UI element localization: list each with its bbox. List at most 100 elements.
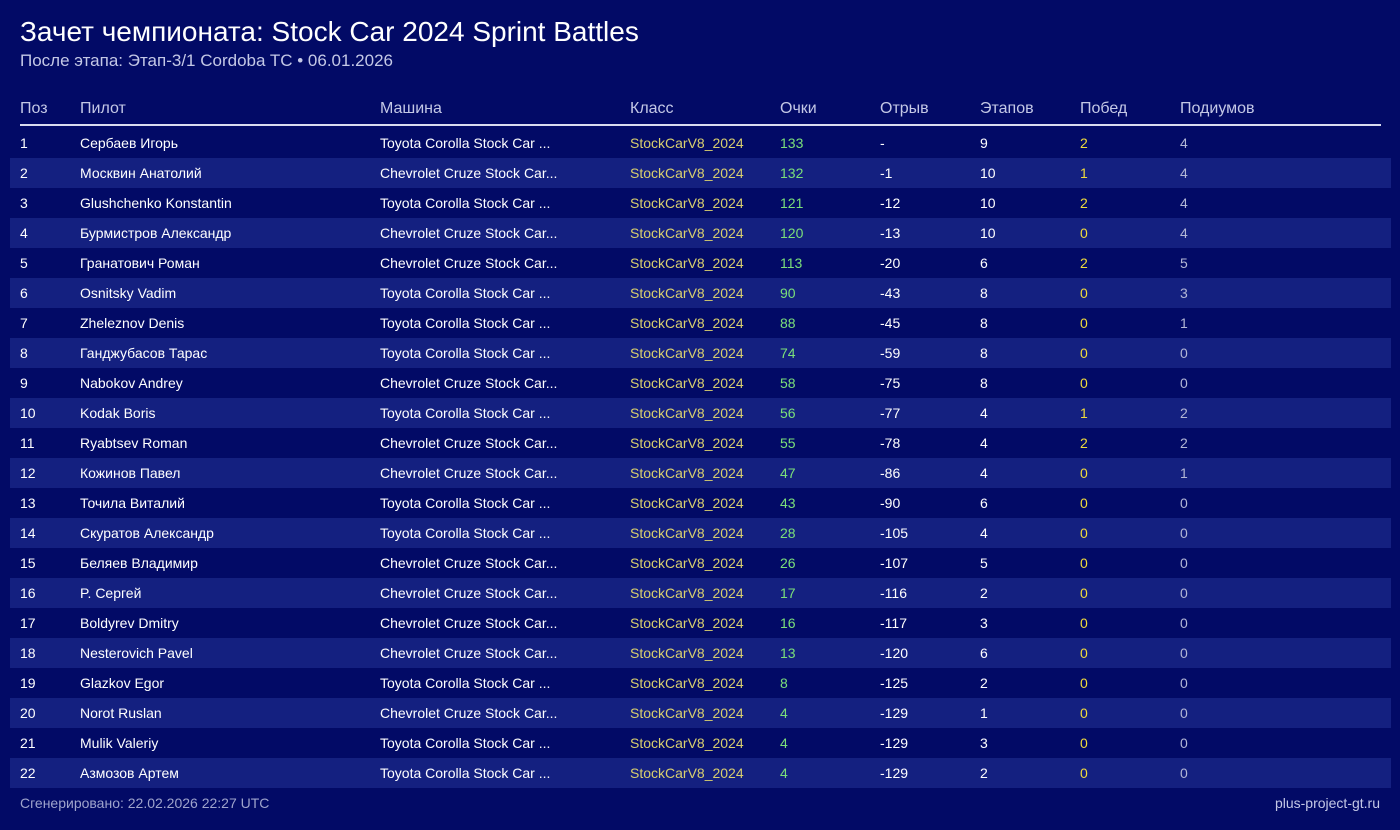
cell-stages: 10 <box>980 195 996 211</box>
cell-class: StockCarV8_2024 <box>630 405 744 421</box>
cell-points: 43 <box>780 495 796 511</box>
cell-class: StockCarV8_2024 <box>630 555 744 571</box>
cell-pilot: Точила Виталий <box>80 495 185 511</box>
cell-podiums: 0 <box>1180 345 1188 361</box>
cell-gap: -45 <box>880 315 901 331</box>
cell-wins: 0 <box>1080 705 1088 721</box>
cell-car: Toyota Corolla Stock Car ... <box>380 345 551 361</box>
cell-class: StockCarV8_2024 <box>630 735 744 751</box>
cell-podiums: 0 <box>1180 735 1188 751</box>
cell-wins: 0 <box>1080 615 1088 631</box>
cell-points: 17 <box>780 585 796 601</box>
cell-podiums: 2 <box>1180 405 1188 421</box>
cell-podiums: 0 <box>1180 675 1188 691</box>
cell-gap: -13 <box>880 225 901 241</box>
table-row: 15 Беляев Владимир Chevrolet Cruze Stock C… <box>10 548 1391 578</box>
cell-position: 7 <box>20 315 28 331</box>
table-row: 12 Кожинов Павел Chevrolet Cruze Stock Car… <box>10 458 1391 488</box>
standings-table: Поз Пилот Машина Класс Очки Отрыв Этапов… <box>10 98 1391 788</box>
cell-podiums: 0 <box>1180 585 1188 601</box>
cell-car: Chevrolet Cruze Stock Car... <box>380 165 558 181</box>
table-row: 4 Бурмистров Александр Chevrolet Cruze Sto… <box>10 218 1391 248</box>
cell-car: Toyota Corolla Stock Car ... <box>380 405 551 421</box>
cell-gap: -12 <box>880 195 901 211</box>
cell-points: 16 <box>780 615 796 631</box>
cell-wins: 1 <box>1080 165 1088 181</box>
cell-podiums: 1 <box>1180 315 1188 331</box>
cell-wins: 1 <box>1080 405 1088 421</box>
cell-wins: 0 <box>1080 285 1088 301</box>
cell-points: 88 <box>780 315 796 331</box>
cell-car: Toyota Corolla Stock Car ... <box>380 765 551 781</box>
table-row: 14 Скуратов Александр Toyota Corolla Stock… <box>10 518 1391 548</box>
cell-pilot: Norot Ruslan <box>80 705 162 721</box>
cell-pilot: Glushchenko Konstantin <box>80 195 232 211</box>
cell-wins: 0 <box>1080 765 1088 781</box>
cell-gap: - <box>880 135 885 151</box>
column-header-pilot: Пилот <box>80 100 126 117</box>
cell-class: StockCarV8_2024 <box>630 165 744 181</box>
cell-points: 58 <box>780 375 796 391</box>
cell-stages: 5 <box>980 555 988 571</box>
cell-position: 2 <box>20 165 28 181</box>
column-header-points: Очки <box>780 100 817 117</box>
cell-podiums: 0 <box>1180 495 1188 511</box>
cell-car: Toyota Corolla Stock Car ... <box>380 195 551 211</box>
column-header-position: Поз <box>20 100 48 117</box>
cell-car: Chevrolet Cruze Stock Car... <box>380 225 558 241</box>
cell-car: Toyota Corolla Stock Car ... <box>380 525 551 541</box>
cell-podiums: 0 <box>1180 525 1188 541</box>
cell-points: 74 <box>780 345 796 361</box>
cell-position: 19 <box>20 675 36 691</box>
cell-stages: 4 <box>980 435 988 451</box>
cell-wins: 0 <box>1080 645 1088 661</box>
cell-wins: 0 <box>1080 495 1088 511</box>
cell-class: StockCarV8_2024 <box>630 765 744 781</box>
cell-gap: -120 <box>880 645 909 661</box>
cell-points: 8 <box>780 675 788 691</box>
site-link[interactable]: plus-project-gt.ru <box>1274 795 1380 811</box>
cell-class: StockCarV8_2024 <box>630 645 744 661</box>
cell-pilot: Бурмистров Александр <box>80 225 232 241</box>
cell-position: 22 <box>20 765 36 781</box>
cell-class: StockCarV8_2024 <box>630 435 744 451</box>
cell-pilot: Boldyrev Dmitry <box>80 615 179 631</box>
table-row: 21 Mulik Valeriy Toyota Corolla Stock Car … <box>10 728 1391 758</box>
cell-stages: 8 <box>980 315 988 331</box>
cell-position: 12 <box>20 465 36 481</box>
cell-points: 121 <box>780 195 804 211</box>
table-row: 2 Москвин Анатолий Chevrolet Cruze Stock C… <box>10 158 1391 188</box>
cell-class: StockCarV8_2024 <box>630 525 744 541</box>
cell-class: StockCarV8_2024 <box>630 225 744 241</box>
cell-podiums: 4 <box>1180 225 1188 241</box>
cell-position: 9 <box>20 375 28 391</box>
cell-position: 21 <box>20 735 36 751</box>
table-row: 10 Kodak Boris Toyota Corolla Stock Car ..… <box>10 398 1391 428</box>
cell-wins: 0 <box>1080 735 1088 751</box>
cell-position: 3 <box>20 195 28 211</box>
cell-podiums: 4 <box>1180 165 1188 181</box>
cell-gap: -43 <box>880 285 901 301</box>
table-row: 20 Norot Ruslan Chevrolet Cruze Stock Car.… <box>10 698 1391 728</box>
cell-gap: -107 <box>880 555 909 571</box>
table-row: 16 P. Сергей Chevrolet Cruze Stock Car... S… <box>10 578 1391 608</box>
column-header-gap: Отрыв <box>880 100 929 117</box>
table-row: 11 Ryabtsev Roman Chevrolet Cruze Stock Ca… <box>10 428 1391 458</box>
cell-pilot: Nesterovich Pavel <box>80 645 193 661</box>
cell-pilot: Скуратов Александр <box>80 525 214 541</box>
page-subtitle: После этапа: Этап-3/1 Cordoba TC • 06.01… <box>20 51 393 70</box>
cell-stages: 2 <box>980 675 988 691</box>
table-row: 9 Nabokov Andrey Chevrolet Cruze Stock Car… <box>10 368 1391 398</box>
column-header-wins: Побед <box>1080 100 1128 117</box>
cell-wins: 2 <box>1080 435 1088 451</box>
cell-gap: -86 <box>880 465 901 481</box>
cell-car: Toyota Corolla Stock Car ... <box>380 735 551 751</box>
table-row: 6 Osnitsky Vadim Toyota Corolla Stock Car … <box>10 278 1391 308</box>
cell-pilot: Kodak Boris <box>80 405 156 421</box>
cell-position: 14 <box>20 525 36 541</box>
cell-wins: 0 <box>1080 465 1088 481</box>
cell-position: 5 <box>20 255 28 271</box>
generated-timestamp: Сгенерировано: 22.02.2026 22:27 UTC <box>20 795 270 811</box>
cell-stages: 4 <box>980 525 988 541</box>
cell-class: StockCarV8_2024 <box>630 495 744 511</box>
